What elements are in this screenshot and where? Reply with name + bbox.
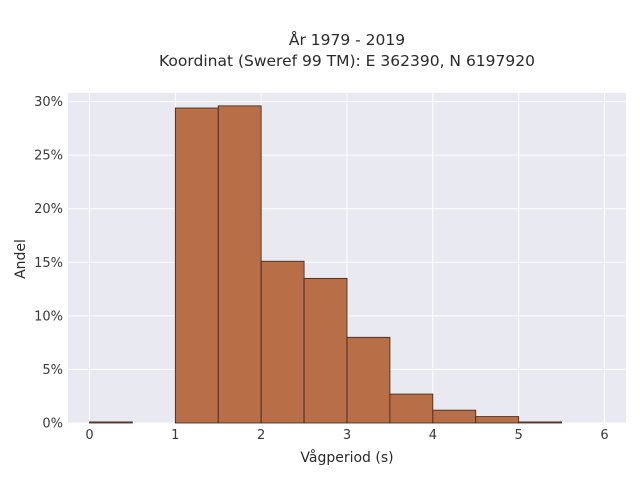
y-tick-label: 10%: [34, 309, 63, 324]
histogram-bar: [475, 416, 520, 424]
bars: [89, 105, 563, 424]
y-tick-label: 15%: [34, 256, 63, 271]
y-axis-ticks: 0% 5% 10% 15% 20% 25% 30%: [34, 95, 63, 431]
x-tick-label: 6: [600, 428, 608, 443]
x-tick-label: 2: [257, 428, 265, 443]
histogram-bar: [217, 105, 262, 424]
histogram-bar: [518, 421, 563, 424]
y-tick-label: 0%: [42, 417, 63, 432]
y-tick-label: 20%: [34, 202, 63, 217]
x-tick-label: 4: [429, 428, 437, 443]
chart-title-line-1: År 1979 - 2019: [289, 30, 405, 49]
histogram-bar: [389, 393, 434, 424]
x-tick-label: 1: [171, 428, 179, 443]
chart-title-line-2: Koordinat (Sweref 99 TM): E 362390, N 61…: [159, 52, 535, 70]
histogram-bar: [346, 336, 391, 424]
y-tick-label: 5%: [42, 363, 63, 378]
y-tick-label: 30%: [34, 95, 63, 110]
histogram-bar: [260, 260, 305, 424]
x-tick-label: 5: [515, 428, 523, 443]
x-tick-label: 0: [85, 428, 93, 443]
y-axis-label: Andel: [13, 239, 29, 279]
histogram-bar: [303, 277, 348, 424]
x-axis-ticks: 0 1 2 3 4 5 6: [85, 428, 608, 443]
x-tick-label: 3: [343, 428, 351, 443]
histogram-bar: [89, 421, 133, 424]
x-axis-label: Vågperiod (s): [300, 449, 393, 466]
histogram-bar: [174, 107, 219, 424]
y-tick-label: 25%: [34, 149, 63, 164]
histogram-bar: [432, 409, 477, 424]
